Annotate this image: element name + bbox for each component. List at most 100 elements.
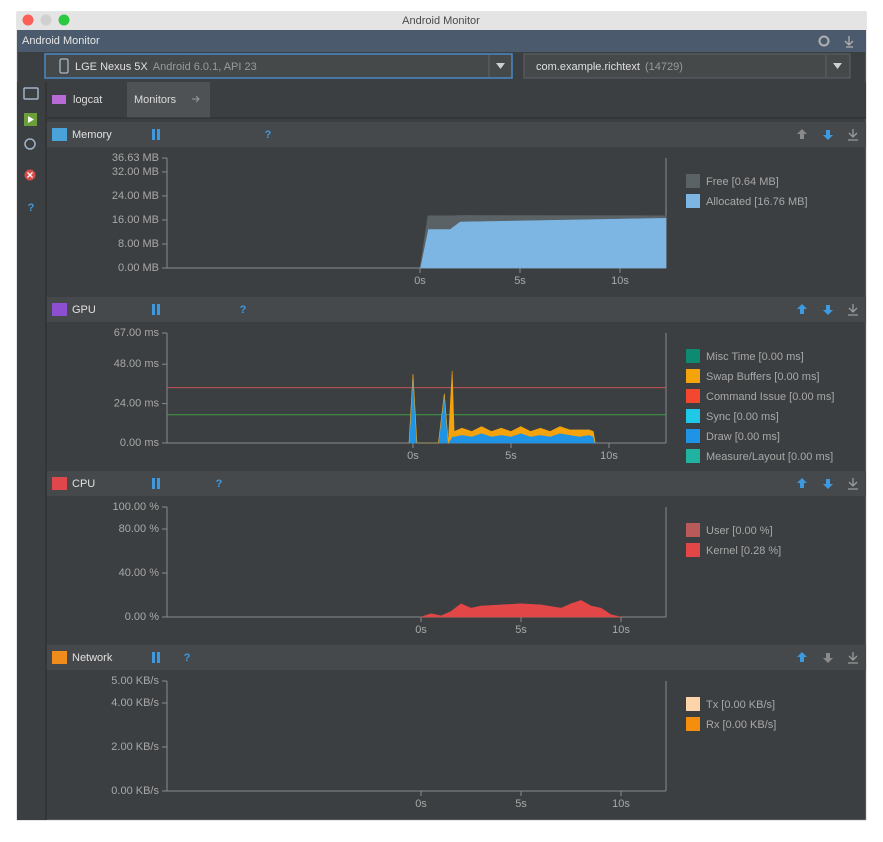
x-tick-label: 0s <box>415 624 427 636</box>
minimize-button[interactable] <box>40 14 52 26</box>
zoom-button[interactable] <box>58 14 70 26</box>
legend-label: Sync [0.00 ms] <box>706 411 779 423</box>
legend-swatch <box>686 697 700 711</box>
help-icon[interactable]: ? <box>216 478 223 490</box>
tab-label[interactable]: logcat <box>73 94 102 106</box>
monitor-title: Memory <box>72 129 112 141</box>
series-area <box>419 215 667 269</box>
combo-arrow[interactable] <box>496 63 505 69</box>
x-tick-label: 10s <box>612 798 630 810</box>
monitor-title: CPU <box>72 478 95 490</box>
legend-swatch <box>686 409 700 423</box>
legend-swatch <box>686 174 700 188</box>
y-tick-label: 0.00 MB <box>118 262 159 274</box>
y-tick-label: 48.00 ms <box>114 358 160 370</box>
download-icon <box>848 304 858 316</box>
pause-bar <box>157 478 160 489</box>
monitor-title: Network <box>72 652 113 664</box>
help-icon[interactable]: ? <box>28 202 35 214</box>
device-name: LGE Nexus 5X <box>75 61 148 73</box>
hide-icon[interactable] <box>844 36 854 48</box>
pause-bar <box>157 304 160 315</box>
process-combo[interactable] <box>523 53 851 79</box>
legend-label: Tx [0.00 KB/s] <box>706 699 775 711</box>
x-tick-label: 5s <box>514 275 526 287</box>
down-arrow <box>823 653 833 663</box>
legend-swatch <box>686 349 700 363</box>
up-arrow <box>797 129 807 139</box>
up-arrow <box>797 652 807 662</box>
y-tick-label: 2.00 KB/s <box>111 741 159 753</box>
x-tick-label: 5s <box>505 450 517 462</box>
down-arrow <box>823 479 833 489</box>
legend-swatch <box>686 429 700 443</box>
legend-swatch <box>686 523 700 537</box>
pause-bar <box>152 478 155 489</box>
tab-selected[interactable] <box>127 82 210 118</box>
process-name: com.example.richtext <box>536 61 640 73</box>
terminate-x <box>27 172 33 178</box>
x-tick-label: 0s <box>415 798 427 810</box>
x-tick-label: 0s <box>407 450 419 462</box>
legend-label: User [0.00 %] <box>706 525 773 537</box>
y-tick-label: 16.00 MB <box>112 214 159 226</box>
monitor-header <box>47 471 866 496</box>
screenshot-icon[interactable] <box>23 87 39 100</box>
y-tick-label: 67.00 ms <box>114 327 160 339</box>
up-arrow <box>797 478 807 488</box>
monitor-icon <box>52 128 67 141</box>
download-icon <box>848 129 858 141</box>
legend-label: Measure/Layout [0.00 ms] <box>706 451 833 463</box>
window-title: Android Monitor <box>402 15 480 27</box>
legend-label: Misc Time [0.00 ms] <box>706 351 804 363</box>
left-toolbar <box>17 82 46 820</box>
legend-label: Free [0.64 MB] <box>706 176 779 188</box>
download-icon <box>848 478 858 490</box>
y-tick-label: 0.00 ms <box>120 437 160 449</box>
help-icon[interactable]: ? <box>184 652 191 664</box>
legend-label: Rx [0.00 KB/s] <box>706 719 776 731</box>
y-tick-label: 8.00 MB <box>118 238 159 250</box>
legend-label: Kernel [0.28 %] <box>706 545 781 557</box>
title-bar <box>17 12 866 30</box>
close-button[interactable] <box>22 14 34 26</box>
pause-bar <box>152 304 155 315</box>
record-play <box>28 116 34 123</box>
help-icon[interactable]: ? <box>265 129 272 141</box>
y-tick-label: 40.00 % <box>119 567 160 579</box>
device-combo[interactable] <box>44 53 513 79</box>
down-arrow <box>823 130 833 140</box>
tab-label[interactable]: Monitors <box>134 94 177 106</box>
legend-swatch <box>686 194 700 208</box>
pause-bar <box>157 129 160 140</box>
y-tick-label: 80.00 % <box>119 523 160 535</box>
pause-bar <box>157 652 160 663</box>
tab-pin[interactable] <box>192 95 200 103</box>
legend-swatch <box>686 543 700 557</box>
legend-label: Command Issue [0.00 ms] <box>706 391 834 403</box>
inspect-icon[interactable] <box>24 138 36 150</box>
settings-icon[interactable] <box>818 35 830 47</box>
series-area <box>420 600 622 618</box>
y-tick-label: 5.00 KB/s <box>111 675 159 687</box>
y-tick-label: 100.00 % <box>113 501 160 513</box>
x-tick-label: 5s <box>515 798 527 810</box>
download-icon <box>848 652 858 664</box>
combo-arrow[interactable] <box>833 63 842 69</box>
x-tick-label: 0s <box>414 275 426 287</box>
legend-swatch <box>686 717 700 731</box>
monitor-header <box>47 645 866 670</box>
legend-swatch <box>686 449 700 463</box>
panel-header <box>17 30 866 52</box>
y-tick-label: 32.00 MB <box>112 166 159 178</box>
help-icon[interactable]: ? <box>240 304 247 316</box>
pause-bar <box>152 652 155 663</box>
legend-label: Swap Buffers [0.00 ms] <box>706 371 820 383</box>
device-detail: Android 6.0.1, API 23 <box>153 61 257 73</box>
y-tick-label: 24.00 ms <box>114 398 160 410</box>
x-tick-label: 10s <box>600 450 618 462</box>
y-tick-label: 36.63 MB <box>112 152 159 164</box>
y-tick-label: 0.00 KB/s <box>111 785 159 797</box>
legend-label: Allocated [16.76 MB] <box>706 196 808 208</box>
